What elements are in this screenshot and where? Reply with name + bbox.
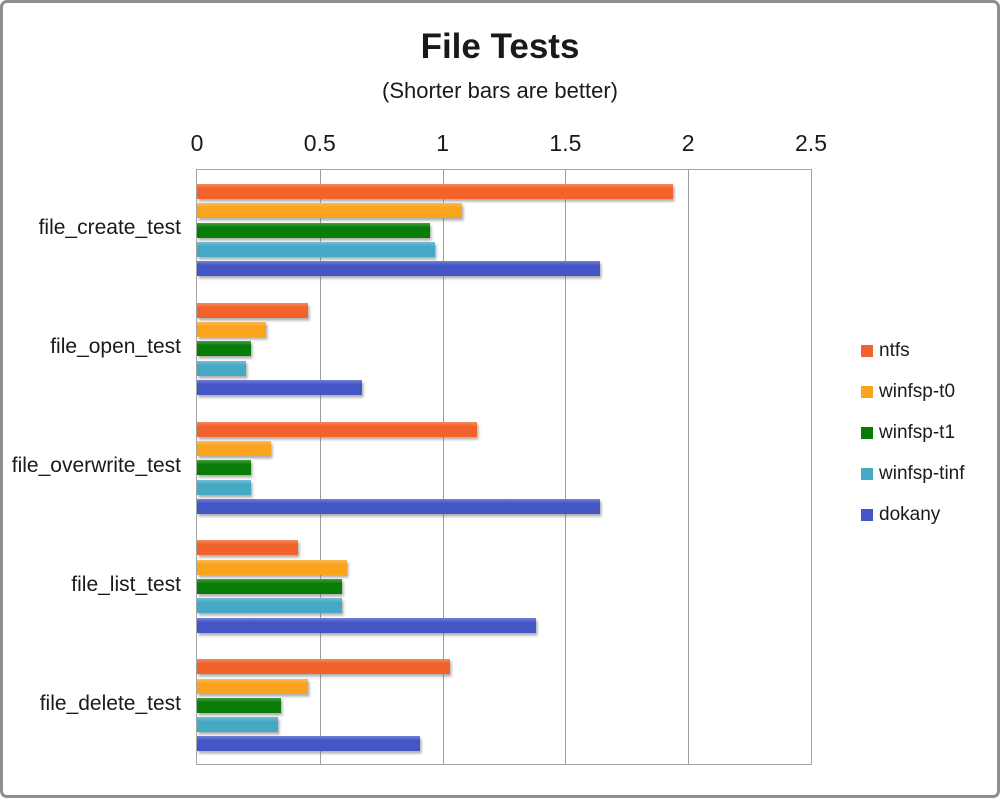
legend-swatch-icon	[861, 427, 873, 439]
legend-item-winfsp-t0: winfsp-t0	[861, 380, 965, 404]
category-label: file_list_test	[71, 572, 181, 596]
bar-winfsp-t0	[197, 678, 308, 694]
legend-swatch-icon	[861, 386, 873, 398]
bar-winfsp-tinf	[197, 598, 342, 614]
bar-winfsp-t0	[197, 559, 347, 575]
chart-title: File Tests	[420, 27, 580, 66]
bar-dokany	[197, 380, 362, 395]
legend-item-winfsp-tinf: winfsp-tinf	[861, 462, 965, 486]
bar-winfsp-t0	[197, 203, 462, 219]
legend-swatch-icon	[861, 509, 873, 521]
x-tick-label: 2.5	[795, 130, 827, 156]
bar-winfsp-t0	[197, 322, 266, 338]
bar-winfsp-tinf	[197, 479, 251, 495]
category-label: file_create_test	[38, 216, 181, 240]
bar-winfsp-tinf	[197, 360, 246, 376]
legend-label: ntfs	[879, 340, 910, 361]
gridline	[565, 170, 567, 764]
gridline	[688, 170, 690, 764]
category-label: file_overwrite_test	[11, 454, 181, 477]
legend-label: winfsp-t1	[879, 422, 956, 443]
legend-item-winfsp-t1: winfsp-t1	[861, 421, 965, 445]
bar-ntfs	[197, 421, 477, 437]
legend-label: winfsp-t0	[879, 381, 956, 402]
bar-winfsp-tinf	[197, 717, 278, 733]
bar-dokany	[197, 617, 536, 633]
plot-area	[196, 169, 812, 765]
bar-ntfs	[197, 540, 298, 556]
bar-dokany	[197, 498, 600, 514]
legend-swatch-icon	[861, 468, 873, 480]
legend-label: dokany	[879, 504, 941, 525]
legend-swatch-icon	[861, 345, 873, 357]
category-label: file_delete_test	[39, 691, 181, 715]
bar-winfsp-t0	[197, 440, 271, 456]
bar-ntfs	[197, 302, 308, 318]
x-tick-label: 1	[436, 130, 449, 156]
bar-winfsp-t1	[197, 341, 251, 357]
bar-winfsp-t1	[197, 222, 430, 238]
chart-subtitle: (Shorter bars are better)	[382, 78, 618, 103]
bar-ntfs	[197, 184, 673, 199]
legend: ntfs winfsp-t0 winfsp-t1 winfsp-tinf dokany	[861, 339, 965, 544]
category-label: file_open_test	[50, 335, 181, 359]
bar-winfsp-t1	[197, 579, 342, 594]
bar-winfsp-tinf	[197, 241, 435, 257]
gridline	[442, 170, 444, 764]
legend-item-ntfs: ntfs	[861, 339, 965, 363]
bar-winfsp-t1	[197, 697, 281, 713]
legend-item-dokany: dokany	[861, 503, 965, 527]
bar-winfsp-t1	[197, 460, 251, 476]
bar-dokany	[197, 736, 420, 752]
x-tick-label: 0	[190, 130, 204, 156]
gridline	[319, 170, 321, 764]
x-tick-label: 0.5	[303, 130, 336, 156]
bar-ntfs	[197, 659, 450, 675]
bar-dokany	[197, 261, 600, 277]
x-tick-label: 1.5	[549, 130, 582, 156]
legend-label: winfsp-tinf	[879, 463, 965, 484]
x-tick-label: 2	[681, 130, 695, 156]
